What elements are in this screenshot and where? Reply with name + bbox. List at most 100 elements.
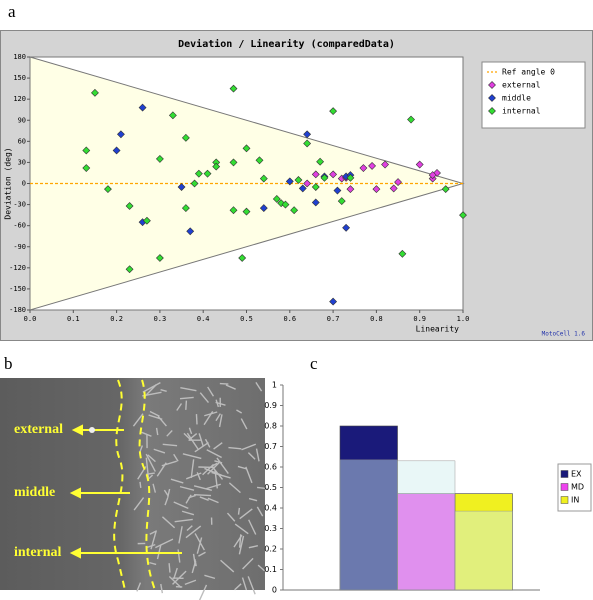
point xyxy=(311,198,320,207)
legend-label: IN xyxy=(571,496,579,505)
cell xyxy=(196,472,201,481)
cell xyxy=(139,445,144,453)
point xyxy=(142,216,151,225)
cell xyxy=(220,559,235,573)
cell xyxy=(184,579,197,586)
point xyxy=(372,185,381,194)
cell xyxy=(247,452,256,460)
cell xyxy=(182,453,202,460)
y-tick-label: 0.6 xyxy=(264,463,277,472)
overlay-bar xyxy=(397,460,456,591)
legend-swatch xyxy=(488,81,496,89)
cell xyxy=(207,461,221,475)
point xyxy=(272,195,281,203)
cell xyxy=(170,478,184,484)
point xyxy=(342,223,351,232)
legend-swatch xyxy=(488,107,496,115)
cell xyxy=(185,525,202,539)
point xyxy=(242,207,251,216)
point xyxy=(177,183,186,191)
cell xyxy=(204,574,216,580)
cell xyxy=(214,470,218,489)
cell xyxy=(226,512,236,522)
y-tick-label: 30 xyxy=(18,158,26,166)
point xyxy=(381,160,389,169)
cell xyxy=(257,564,265,572)
overlay-bar xyxy=(339,459,398,591)
cell xyxy=(233,534,243,548)
cell xyxy=(173,501,189,510)
cell xyxy=(155,538,174,549)
x-tick-label: 0.1 xyxy=(67,315,80,323)
cell xyxy=(160,388,167,392)
legend-swatch xyxy=(560,496,569,504)
cell xyxy=(132,413,144,427)
legend-swatch xyxy=(488,94,496,102)
cell xyxy=(215,401,226,406)
cell xyxy=(185,494,192,504)
point xyxy=(117,130,125,139)
bar xyxy=(339,425,398,591)
legend-label: Ref angle 0 xyxy=(502,68,555,77)
cell xyxy=(199,392,210,403)
point xyxy=(294,176,303,184)
cell xyxy=(248,497,258,502)
point xyxy=(138,103,147,112)
bar xyxy=(397,493,456,591)
cell xyxy=(204,411,218,417)
x-tick-label: 0.2 xyxy=(110,315,123,323)
cell xyxy=(228,446,242,450)
cell xyxy=(160,583,164,594)
cell xyxy=(145,543,156,549)
cell xyxy=(185,400,188,410)
y-tick-label: 0.3 xyxy=(264,524,277,533)
point xyxy=(346,185,355,194)
panel-label: b xyxy=(4,354,13,373)
point xyxy=(333,186,342,195)
cell xyxy=(147,454,156,463)
cell xyxy=(236,409,243,414)
cell xyxy=(256,486,269,490)
x-tick-label: 0.3 xyxy=(154,315,167,323)
x-tick-label: 0.7 xyxy=(327,315,340,323)
y-tick-label: -180 xyxy=(9,306,26,314)
point xyxy=(290,206,299,215)
cell xyxy=(149,561,157,566)
cell xyxy=(162,443,178,447)
x-tick-label: 0.5 xyxy=(240,315,253,323)
cell xyxy=(161,516,176,529)
cell xyxy=(180,386,197,392)
cell xyxy=(174,518,193,523)
cell xyxy=(152,483,157,493)
point xyxy=(329,170,338,179)
point xyxy=(238,254,247,262)
cell xyxy=(150,530,158,550)
point xyxy=(407,115,415,124)
point xyxy=(337,197,346,205)
cell xyxy=(173,567,178,580)
cell xyxy=(245,466,253,484)
cell xyxy=(216,457,229,474)
y-tick-label: 60 xyxy=(18,137,26,145)
point xyxy=(441,185,450,194)
cell xyxy=(168,563,171,573)
point xyxy=(190,179,199,188)
point xyxy=(368,162,376,170)
point xyxy=(311,170,320,179)
y-tick-label: -90 xyxy=(13,243,26,251)
point xyxy=(181,204,190,213)
cell xyxy=(161,460,177,467)
point xyxy=(155,254,164,262)
point xyxy=(398,249,407,258)
cell xyxy=(195,414,198,425)
y-tick-label: 0 xyxy=(272,586,277,595)
y-tick-label: 0.8 xyxy=(264,422,277,431)
bar xyxy=(454,493,513,591)
legend-label: MD xyxy=(571,483,584,492)
cell xyxy=(248,519,257,535)
point xyxy=(82,164,91,172)
y-tick-label: 0.9 xyxy=(264,401,277,410)
cell xyxy=(204,467,222,476)
point xyxy=(255,156,264,165)
cell-texture xyxy=(132,381,269,600)
